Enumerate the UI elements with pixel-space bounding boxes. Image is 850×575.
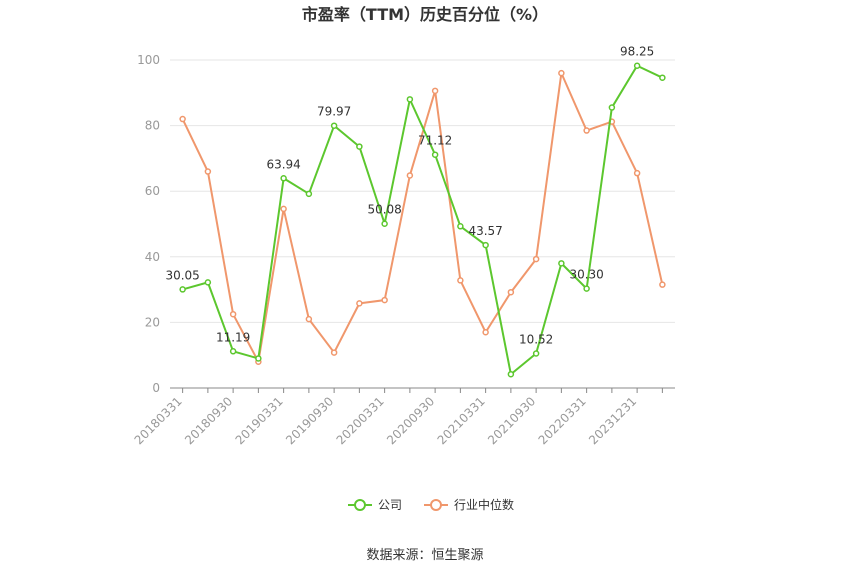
legend-swatch-marker — [430, 499, 442, 511]
data-point[interactable] — [179, 286, 186, 293]
legend-swatch-marker — [354, 499, 366, 511]
x-tick-label: 20190331 — [233, 394, 286, 447]
data-point[interactable] — [305, 315, 313, 323]
data-point[interactable] — [330, 122, 338, 129]
data-point[interactable] — [406, 172, 414, 179]
data-label: 98.25 — [620, 45, 654, 59]
data-point[interactable] — [255, 355, 262, 362]
data-point[interactable] — [229, 348, 237, 355]
chart-title: 市盈率（TTM）历史百分位（%） — [302, 5, 548, 24]
data-point[interactable] — [659, 281, 666, 288]
x-tick-label: 20200331 — [334, 394, 387, 447]
data-point[interactable] — [280, 175, 287, 182]
data-label: 30.30 — [569, 268, 603, 282]
data-point[interactable] — [381, 296, 388, 304]
data-point[interactable] — [608, 104, 616, 111]
data-point[interactable] — [482, 241, 489, 249]
data-label: 50.08 — [367, 203, 401, 217]
data-point[interactable] — [280, 205, 287, 213]
data-point[interactable] — [558, 260, 565, 267]
x-tick-label: 20180331 — [132, 394, 185, 447]
data-point[interactable] — [330, 349, 338, 356]
source-note: 数据来源：恒生聚源 — [366, 548, 483, 563]
data-point[interactable] — [431, 151, 439, 158]
series-layer — [179, 62, 666, 378]
data-label: 63.94 — [266, 157, 300, 171]
data-point[interactable] — [204, 168, 212, 175]
data-point[interactable] — [532, 350, 540, 357]
legend-label: 行业中位数 — [454, 497, 514, 512]
x-tick-label: 20200930 — [384, 394, 437, 447]
data-labels: 30.05 11.19 63.94 79.97 50.08 71.12 43.57 10.52… — [165, 45, 654, 347]
legend[interactable]: 公司 行业中位数 — [348, 497, 514, 512]
x-tick-label: 20231231 — [586, 394, 639, 447]
data-point[interactable] — [431, 87, 439, 95]
data-point[interactable] — [633, 62, 641, 69]
y-tick-label: 60 — [145, 184, 160, 198]
y-tick-label: 100 — [137, 53, 160, 67]
data-point[interactable] — [204, 279, 212, 286]
series-line-1 — [181, 72, 664, 363]
data-point[interactable] — [507, 370, 515, 378]
x-tick-label: 20220331 — [536, 394, 589, 447]
x-tick-label: 20190930 — [283, 394, 336, 447]
data-label: 11.19 — [216, 330, 250, 344]
data-point[interactable] — [659, 74, 666, 81]
x-axis: 2018033120180930201903312019093020200331… — [132, 387, 675, 447]
data-point[interactable] — [305, 190, 313, 198]
legend-item-1[interactable]: 行业中位数 — [424, 497, 514, 512]
x-tick-label: 20210331 — [435, 394, 488, 447]
data-point[interactable] — [633, 169, 641, 177]
legend-item-0[interactable]: 公司 — [348, 498, 402, 512]
data-point[interactable] — [583, 285, 590, 292]
series-line-0 — [182, 64, 663, 376]
data-point[interactable] — [179, 115, 186, 123]
data-label: 30.05 — [165, 268, 199, 282]
x-tick-label: 20180930 — [182, 394, 235, 447]
data-point[interactable] — [482, 328, 489, 336]
data-point[interactable] — [583, 127, 590, 134]
data-label: 79.97 — [317, 105, 351, 119]
data-label: 10.52 — [519, 332, 553, 346]
data-point[interactable] — [558, 69, 565, 77]
y-tick-label: 80 — [145, 119, 160, 133]
data-point[interactable] — [507, 288, 515, 296]
data-point[interactable] — [532, 255, 540, 263]
data-point[interactable] — [457, 223, 464, 230]
y-tick-label: 0 — [152, 381, 160, 395]
x-tick-label: 20210930 — [485, 394, 538, 447]
data-label: 43.57 — [468, 224, 502, 238]
data-point[interactable] — [229, 310, 237, 318]
data-point[interactable] — [356, 300, 363, 307]
data-point[interactable] — [381, 220, 388, 227]
y-axis: 0 20 40 60 80 100 — [137, 53, 160, 395]
data-point[interactable] — [406, 96, 414, 103]
y-tick-label: 20 — [145, 315, 160, 329]
data-label: 71.12 — [418, 134, 452, 148]
data-point[interactable] — [356, 143, 363, 150]
y-tick-label: 40 — [145, 250, 160, 264]
legend-label: 公司 — [378, 498, 402, 512]
data-point[interactable] — [457, 277, 464, 284]
